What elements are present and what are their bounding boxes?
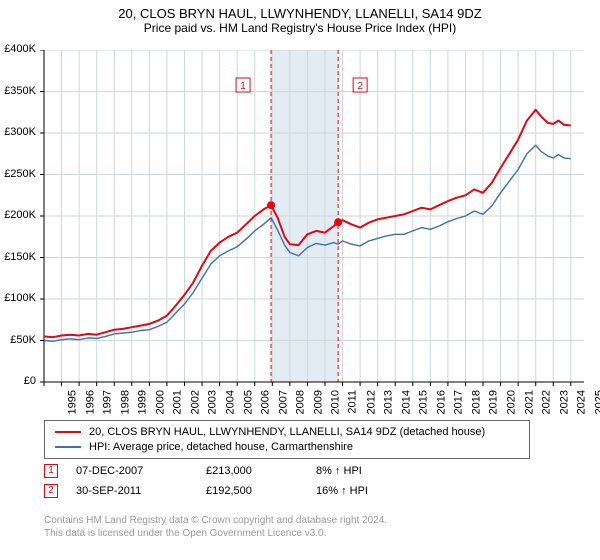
x-axis-label: 2003: [207, 390, 219, 414]
y-axis-label: £100K: [0, 292, 36, 304]
transaction-row: 1 07-DEC-2007£213,0008% ↑ HPI: [44, 464, 426, 478]
x-axis-label: 2025: [593, 390, 600, 414]
transaction-delta: 8% ↑ HPI: [316, 465, 426, 477]
transaction-badge: 2: [44, 484, 58, 498]
y-axis-label: £50K: [0, 334, 36, 346]
x-axis-label: 2015: [418, 390, 430, 414]
x-axis-label: 2018: [470, 390, 482, 414]
x-axis-label: 2016: [435, 390, 447, 414]
y-axis-label: £200K: [0, 209, 36, 221]
footer-line1: Contains HM Land Registry data © Crown c…: [44, 514, 387, 527]
transaction-point: [334, 218, 342, 226]
x-axis-label: 2013: [383, 390, 395, 414]
x-axis-label: 1996: [84, 390, 96, 414]
x-axis-label: 2008: [295, 390, 307, 414]
y-axis-label: £0: [0, 375, 36, 387]
legend-item-hpi: HPI: Average price, detached house, Carm…: [55, 441, 519, 453]
legend-label-hpi: HPI: Average price, detached house, Carm…: [89, 441, 353, 453]
x-axis-label: 2010: [330, 390, 342, 414]
x-axis-label: 1997: [102, 390, 114, 414]
transaction-price: £192,500: [206, 485, 316, 497]
transaction-price: £213,000: [206, 465, 316, 477]
x-axis-label: 2014: [400, 390, 412, 414]
x-axis-label: 2000: [154, 390, 166, 414]
x-axis-label: 2004: [225, 390, 237, 414]
x-axis-label: 2021: [523, 390, 535, 414]
y-axis-label: £300K: [0, 126, 36, 138]
transaction-badge: 1: [44, 464, 58, 478]
legend-item-property: 20, CLOS BRYN HAUL, LLWYNHENDY, LLANELLI…: [55, 426, 519, 438]
transaction-marker-badge-label: 2: [357, 81, 363, 92]
x-axis-label: 1999: [137, 390, 149, 414]
x-axis-label: 2017: [453, 390, 465, 414]
chart-title-address: 20, CLOS BRYN HAUL, LLWYNHENDY, LLANELLI…: [0, 0, 600, 21]
x-axis-label: 2009: [312, 390, 324, 414]
x-axis-label: 2005: [242, 390, 254, 414]
transaction-delta: 16% ↑ HPI: [316, 485, 426, 497]
transactions-table: 1 07-DEC-2007£213,0008% ↑ HPI 2 30-SEP-2011…: [44, 464, 426, 504]
x-axis-label: 2001: [172, 390, 184, 414]
plot-area: 12 £0£50K£100K£150K£200K£250K£300K£350K£…: [0, 50, 600, 416]
legend-swatch-hpi: [55, 446, 81, 448]
y-axis-label: £350K: [0, 85, 36, 97]
legend-swatch-property: [55, 431, 81, 433]
transaction-point: [267, 201, 275, 209]
legend: 20, CLOS BRYN HAUL, LLWYNHENDY, LLANELLI…: [44, 420, 530, 459]
footer: Contains HM Land Registry data © Crown c…: [44, 514, 387, 540]
transaction-date: 30-SEP-2011: [76, 485, 206, 497]
x-axis-label: 2007: [277, 390, 289, 414]
transaction-date: 07-DEC-2007: [76, 465, 206, 477]
footer-line2: This data is licensed under the Open Gov…: [44, 527, 387, 540]
x-axis-label: 2020: [506, 390, 518, 414]
transaction-marker-badge-label: 1: [240, 81, 246, 92]
chart-svg: 12: [0, 50, 600, 420]
x-axis-label: 2024: [576, 390, 588, 414]
y-axis-label: £150K: [0, 251, 36, 263]
y-axis-label: £400K: [0, 43, 36, 55]
x-axis-label: 2006: [260, 390, 272, 414]
legend-label-property: 20, CLOS BRYN HAUL, LLWYNHENDY, LLANELLI…: [89, 426, 485, 438]
x-axis-label: 2019: [488, 390, 500, 414]
x-axis-label: 2022: [541, 390, 553, 414]
x-axis-label: 2002: [189, 390, 201, 414]
transaction-row: 2 30-SEP-2011£192,50016% ↑ HPI: [44, 484, 426, 498]
chart-subtitle: Price paid vs. HM Land Registry's House …: [0, 21, 600, 35]
x-axis-label: 1995: [66, 390, 78, 414]
x-axis-label: 2012: [365, 390, 377, 414]
x-axis-label: 2011: [347, 390, 359, 414]
x-axis-label: 1998: [119, 390, 131, 414]
y-axis-label: £250K: [0, 168, 36, 180]
x-axis-label: 2023: [558, 390, 570, 414]
